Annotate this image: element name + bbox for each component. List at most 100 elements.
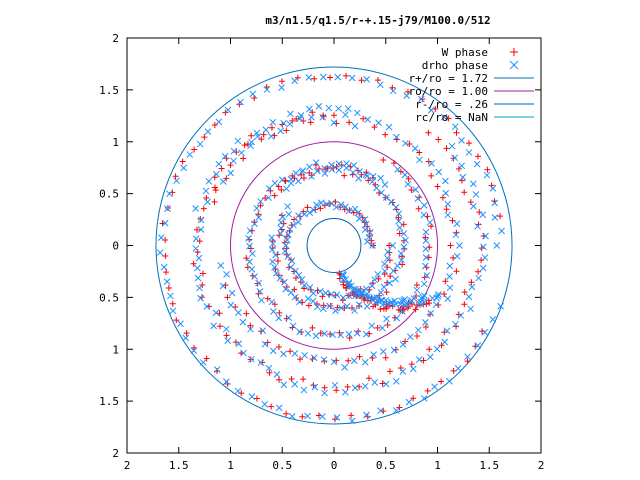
x-tick-label: 0 bbox=[331, 459, 338, 472]
w-phase-point bbox=[233, 149, 240, 156]
drho-phase-point bbox=[251, 220, 258, 228]
drho-phase-point bbox=[258, 296, 265, 304]
drho-phase-point bbox=[163, 278, 171, 285]
drho-phase-point bbox=[379, 348, 387, 355]
drho-phase-point bbox=[275, 314, 283, 322]
w-phase-point bbox=[238, 390, 245, 397]
drho-phase-point bbox=[416, 156, 423, 164]
drho-phase-point bbox=[271, 264, 278, 271]
drho-phase-point bbox=[262, 126, 270, 134]
w-phase-point bbox=[371, 124, 378, 131]
drho-phase-point bbox=[355, 175, 362, 182]
w-phase-point bbox=[410, 395, 417, 402]
y-tick-label: 0 bbox=[112, 240, 119, 253]
w-phase-point bbox=[343, 72, 350, 79]
drho-phase-point bbox=[278, 84, 285, 91]
drho-phase-point bbox=[453, 252, 461, 260]
w-phase-point bbox=[183, 330, 190, 337]
drho-phase-point bbox=[489, 316, 497, 323]
drho-phase-point bbox=[422, 228, 430, 236]
drho-phase-point bbox=[414, 326, 422, 334]
drho-phase-point bbox=[339, 294, 347, 301]
drho-phase-point bbox=[246, 258, 253, 266]
drho-phase-point bbox=[265, 185, 273, 192]
drho-phase-point bbox=[280, 381, 288, 389]
drho-phase-point bbox=[331, 381, 339, 389]
w-phase-point bbox=[162, 253, 169, 260]
w-phase-point bbox=[484, 166, 491, 173]
drho-phase-point bbox=[341, 388, 349, 396]
drho-phase-point bbox=[295, 271, 303, 279]
drho-phase-point bbox=[366, 228, 374, 236]
legend-marker-plus bbox=[510, 48, 518, 56]
drho-phase-point bbox=[474, 342, 482, 349]
drho-phase-point bbox=[357, 288, 365, 296]
drho-phase-point bbox=[215, 118, 223, 126]
drho-phase-point bbox=[384, 248, 392, 256]
drho-phase-point bbox=[230, 157, 237, 165]
w-phase-point bbox=[445, 115, 452, 122]
drho-phase-point bbox=[434, 293, 442, 300]
w-phase-point bbox=[163, 269, 170, 276]
drho-phase-point bbox=[300, 386, 308, 394]
drho-phase-point bbox=[315, 102, 323, 110]
w-phase-point bbox=[396, 404, 403, 411]
w-phase-point bbox=[262, 194, 269, 201]
drho-phase-point bbox=[373, 184, 380, 192]
drho-phase-point bbox=[381, 267, 389, 275]
drho-phase-point bbox=[310, 289, 317, 297]
drho-phase-point bbox=[362, 330, 370, 338]
drho-phase-point bbox=[443, 327, 451, 335]
w-phase-point bbox=[327, 302, 334, 309]
drho-phase-point bbox=[400, 230, 408, 237]
drho-phase-point bbox=[182, 334, 190, 342]
drho-phase-point bbox=[298, 168, 306, 176]
w-phase-point bbox=[203, 194, 210, 201]
drho-phase-point bbox=[292, 267, 299, 275]
w-phase-point bbox=[449, 217, 456, 224]
w-phase-point bbox=[227, 162, 234, 169]
drho-phase-point bbox=[381, 181, 389, 188]
drho-phase-point bbox=[227, 169, 235, 177]
drho-phase-point bbox=[173, 177, 180, 185]
drho-phase-point bbox=[435, 168, 443, 176]
drho-phase-point bbox=[157, 234, 165, 241]
drho-phase-point bbox=[283, 236, 291, 244]
drho-phase-point bbox=[433, 345, 441, 353]
drho-phase-point bbox=[363, 238, 371, 245]
w-phase-point bbox=[283, 315, 290, 322]
w-phase-point bbox=[387, 368, 394, 375]
drho-phase-point bbox=[422, 254, 430, 261]
axis-ticks: 2 1.5 1 0.5 0 0.5 1 1.5 221.510.500.511.52 bbox=[99, 32, 544, 472]
drho-phase-point bbox=[345, 330, 353, 338]
w-phase-point bbox=[300, 117, 307, 124]
drho-phase-point bbox=[313, 201, 320, 209]
drho-phase-point bbox=[345, 279, 353, 286]
w-phase-point bbox=[435, 136, 442, 143]
w-phase-point bbox=[268, 124, 275, 131]
w-phase-point bbox=[172, 173, 179, 180]
w-phase-point bbox=[271, 192, 278, 199]
drho-phase-point bbox=[279, 213, 287, 221]
w-phase-point bbox=[243, 310, 250, 317]
y-tick-label: 1.5 bbox=[99, 395, 119, 408]
w-phase-point bbox=[434, 183, 441, 190]
w-phase-point bbox=[348, 412, 355, 419]
drho-phase-point bbox=[213, 170, 220, 178]
chart-title: m3/n1.5/q1.5/r-+.15-j79/M100.0/512 bbox=[265, 14, 490, 27]
drho-phase-point bbox=[458, 162, 466, 170]
drho-phase-point bbox=[371, 276, 379, 284]
w-phase-point bbox=[443, 145, 450, 152]
drho-phase-point bbox=[210, 322, 218, 330]
w-phase-point bbox=[345, 357, 352, 364]
drho-phase-point bbox=[489, 185, 497, 192]
drho-phase-point bbox=[453, 220, 461, 228]
drho-phase-point bbox=[361, 216, 369, 223]
w-phase-point bbox=[297, 356, 304, 363]
drho-phase-point bbox=[247, 325, 254, 333]
drho-phase-point bbox=[333, 414, 341, 421]
w-phase-point bbox=[382, 354, 389, 361]
drho-phase-point bbox=[269, 118, 277, 126]
drho-phase-point bbox=[294, 218, 302, 226]
